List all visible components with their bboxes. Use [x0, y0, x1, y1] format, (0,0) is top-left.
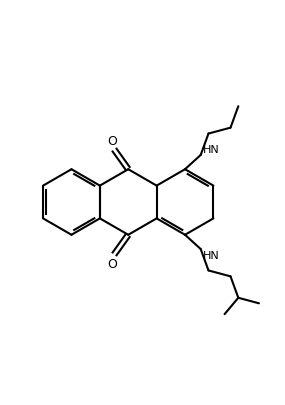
Text: O: O: [107, 257, 117, 271]
Text: HN: HN: [203, 251, 220, 260]
Text: O: O: [107, 134, 117, 148]
Text: HN: HN: [203, 145, 220, 154]
